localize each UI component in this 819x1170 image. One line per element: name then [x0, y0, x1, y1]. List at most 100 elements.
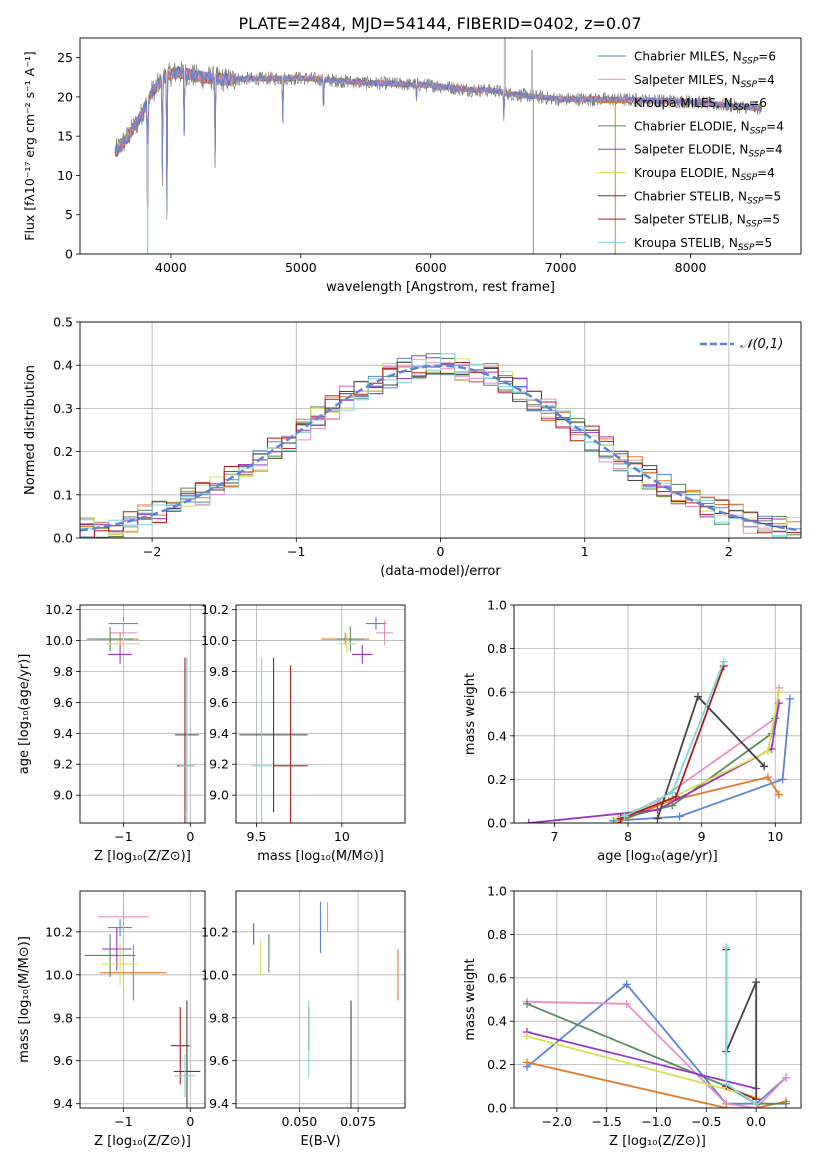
legend-label: Kroupa ELODIE, NSSP=4: [634, 166, 775, 183]
y-tick-label: 5: [65, 207, 73, 222]
mass-weight-series: [620, 687, 780, 818]
series-marker: [782, 1073, 791, 1082]
y-tick-label: 0.4: [487, 1014, 507, 1029]
series-marker: [622, 999, 631, 1008]
mass-vs-metallicity-panel: −1 0 9.4 9.6 9.8 10.0 10.2 Z [log₁₀(Z/Z⊙)] mass …: [17, 890, 206, 1149]
figure-title: PLATE=2484, MJD=54144, FIBERID=0402, z=0…: [238, 14, 641, 33]
legend-label: Salpeter STELIB, NSSP=5: [634, 213, 780, 230]
y-tick-label: 9.8: [209, 1010, 229, 1025]
plot-area: [239, 617, 394, 823]
plot-area: [522, 943, 791, 1108]
y-tick-label: 25: [57, 50, 73, 65]
y-tick-label: 10.2: [45, 924, 73, 939]
series-marker: [653, 814, 662, 823]
y-tick-label: 15: [57, 129, 73, 144]
y-tick-label: 1.0: [487, 598, 507, 613]
legend-ssp-count: =4: [757, 73, 775, 87]
series-marker: [675, 812, 684, 821]
legend-model-name: Salpeter MILES, N: [634, 73, 741, 87]
y-axis-label: mass [log₁₀(M/M⊙)]: [17, 936, 32, 1063]
legend-ssp-count: =5: [754, 236, 772, 250]
legend-model-name: Chabrier MILES, N: [634, 50, 742, 64]
series-marker: [763, 773, 772, 782]
mass-weight-series: [526, 1031, 757, 1090]
y-axis-label: mass weight: [463, 673, 478, 755]
y-tick-label: 9.4: [53, 1096, 73, 1111]
legend-label: Salpeter MILES, NSSP=4: [634, 73, 775, 90]
series-marker: [622, 980, 631, 989]
x-axis-label: E(B-V): [300, 1134, 340, 1149]
spectrum-panel: 4000 5000 6000 7000 8000 0 5 10 15 20 25 wavelength…: [22, 37, 802, 295]
y-tick-label: 9.2: [209, 757, 229, 772]
plot-area: [253, 901, 399, 1108]
y-tick-label: 9.4: [209, 726, 229, 741]
y-tick-label: 9.8: [53, 1010, 73, 1025]
plot-area: [86, 617, 199, 823]
y-axis-label: age [log₁₀(age/yr)]: [17, 654, 32, 775]
x-axis-label: mass [log₁₀(M/M⊙)]: [257, 849, 384, 864]
x-tick-label: −1: [114, 829, 132, 844]
plot-area: [84, 901, 201, 1108]
y-tick-label: 10.2: [201, 924, 229, 939]
y-tick-label: 9.4: [53, 726, 73, 741]
legend-ssp-count: =4: [766, 119, 784, 133]
x-tick-label: 6000: [415, 260, 447, 275]
x-tick-label: 9.5: [247, 829, 267, 844]
y-tick-label: 0.4: [53, 358, 73, 373]
series-marker: [693, 692, 702, 701]
y-tick-label: 9.2: [53, 757, 73, 772]
x-axis-label: Z [log₁₀(Z/Z⊙)]: [94, 1134, 191, 1149]
legend-label: Chabrier ELODIE, NSSP=4: [634, 119, 784, 136]
legend-subscript: SSP: [746, 220, 763, 230]
axes-frame: [235, 890, 406, 1109]
y-tick-label: 0.4: [487, 728, 507, 743]
y-tick-label: 9.0: [53, 788, 73, 803]
mass-weight-series: [725, 947, 757, 1105]
grid: [236, 605, 405, 823]
series-marker: [668, 788, 677, 797]
y-tick-label: 0.0: [487, 1101, 507, 1116]
x-tick-label: 10: [767, 829, 783, 844]
y-tick-label: 0.0: [487, 816, 507, 831]
x-axis-label: Z [log₁₀(Z/Z⊙)]: [94, 849, 191, 864]
axes-frame: [235, 604, 406, 824]
y-tick-label: 1.0: [487, 884, 507, 899]
y-tick-label: 9.6: [53, 695, 73, 710]
y-tick-label: 20: [57, 89, 73, 104]
grid: [80, 605, 205, 823]
legend-model-name: Kroupa MILES, N: [634, 96, 733, 110]
mass-weight-series: [623, 661, 725, 818]
legend-ssp-count: =4: [765, 143, 783, 157]
y-tick-label: 10.0: [201, 967, 229, 982]
legend-label: Kroupa MILES, NSSP=6: [634, 96, 767, 113]
age-vs-metallicity-panel: −1 0 9.0 9.2 9.4 9.6 9.8 10.0 10.2 Z [log₁₀(Z/Z⊙)…: [17, 602, 206, 864]
model-spectrum: [114, 66, 762, 210]
normal-curve: [80, 364, 801, 532]
axes-frame: [79, 321, 802, 539]
legend-label: Chabrier STELIB, NSSP=5: [634, 189, 781, 206]
mass-weight-vs-metallicity-panel: −2.0 −1.5 −1.0 −0.5 0.0 0.0 0.2 0.4 0.6 0.8 1.0 Z […: [463, 884, 802, 1149]
mass-weight-series: [528, 702, 780, 823]
x-tick-label: 0.050: [281, 1114, 317, 1129]
y-tick-label: 10.0: [201, 633, 229, 648]
legend-model-name: Chabrier STELIB, N: [634, 189, 747, 203]
y-tick-label: 9.8: [53, 664, 73, 679]
x-tick-label: 7000: [545, 260, 577, 275]
legend-subscript: SSP: [741, 80, 758, 90]
y-tick-label: 0.8: [487, 641, 507, 656]
x-tick-label: −1: [114, 1114, 132, 1129]
x-tick-label: 0: [186, 1114, 194, 1129]
x-tick-label: −2.0: [542, 1114, 572, 1129]
series-marker: [722, 1104, 731, 1108]
y-tick-label: 0.8: [487, 927, 507, 942]
series-marker: [785, 694, 794, 703]
series-marker: [524, 819, 533, 823]
legend-subscript: SSP: [750, 126, 767, 136]
y-tick-label: 10.2: [45, 602, 73, 617]
plot-area: [80, 353, 801, 538]
y-tick-label: 0.2: [487, 772, 507, 787]
series-marker: [522, 1032, 531, 1041]
mass-weight-series: [526, 1061, 787, 1108]
